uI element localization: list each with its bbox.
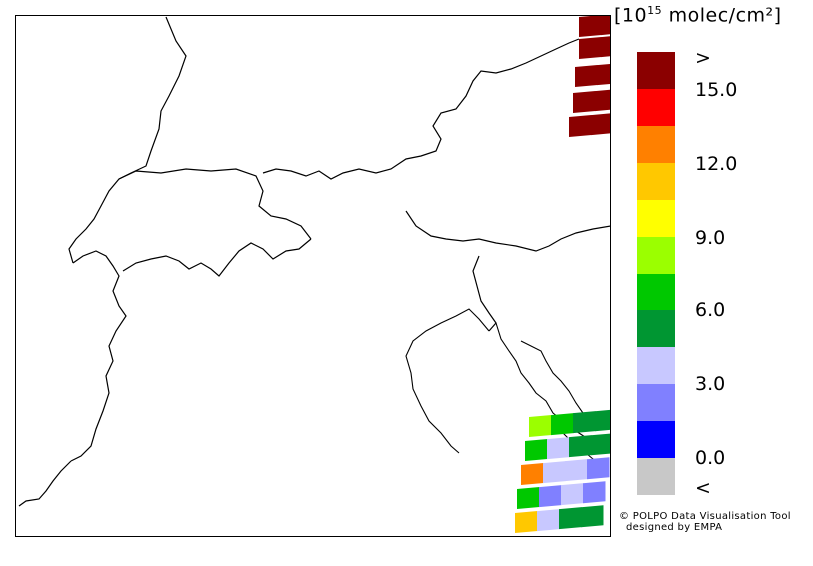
colorbar-swatch [637, 310, 675, 348]
swath-pixel [537, 509, 560, 532]
country-borders [18, 16, 610, 507]
colorbar-swatch [637, 199, 675, 238]
colorbar-tick: 6.0 [695, 299, 726, 321]
colorbar-upper-marker: > [695, 47, 711, 69]
swath-pixel [601, 35, 610, 58]
coastline [520, 340, 592, 427]
swath-pixel [575, 65, 598, 87]
map-canvas [18, 16, 610, 533]
colorbar-swatch [637, 88, 675, 127]
colorbar-tick: 15.0 [695, 79, 738, 101]
swath-pixel [561, 483, 584, 506]
colorbar-tick: 12.0 [695, 153, 738, 175]
swath-pixel [573, 411, 596, 434]
swath-pixel [521, 463, 544, 485]
swath-pixel [595, 409, 610, 432]
colorbar [637, 52, 675, 496]
colorbar-swatch [637, 421, 675, 459]
swath-pixel [579, 37, 602, 59]
swath-pixel [559, 507, 582, 530]
swath-pixel [569, 115, 592, 137]
swath-pixel [587, 457, 610, 480]
swath-pixel [515, 511, 538, 533]
credit-text: © POLPO Data Visualisation Tool designed… [619, 511, 791, 533]
credit-line-2: designed by EMPA [626, 522, 723, 533]
colorbar-swatch [637, 52, 675, 90]
swath-pixel [579, 16, 602, 37]
coastline [405, 308, 490, 454]
colorbar-tick: 0.0 [695, 447, 726, 469]
colorbar-swatch [637, 236, 675, 274]
swath-pixel [601, 16, 610, 36]
satellite-swaths [515, 16, 610, 533]
legend-title: [1015 molec/cm²] [614, 4, 782, 27]
colorbar-tick: 9.0 [695, 227, 726, 249]
swath-pixel [583, 481, 606, 504]
credit-line-1: © POLPO Data Visualisation Tool [619, 511, 791, 522]
border-line [18, 460, 72, 507]
swath-pixel [569, 435, 592, 458]
swath-pixel [543, 461, 566, 484]
swath-pixel [591, 433, 610, 456]
border-line [472, 255, 497, 332]
swath-pixel [547, 437, 570, 460]
colorbar-swatch [637, 162, 675, 201]
swath-pixel [525, 439, 548, 461]
swath-pixel [597, 63, 610, 86]
border-line [262, 38, 580, 180]
swath-pixel [551, 413, 574, 436]
swath-pixel [565, 459, 588, 482]
colorbar-lower-marker: < [695, 477, 711, 499]
swath-pixel [591, 113, 610, 136]
map-panel [15, 15, 611, 537]
border-line [118, 168, 312, 240]
colorbar-swatch [637, 273, 675, 311]
colorbar-swatch [637, 384, 675, 422]
colorbar-swatch [637, 347, 675, 385]
colorbar-swatch [637, 458, 675, 496]
border-line [405, 210, 610, 252]
colorbar-swatch [637, 125, 675, 164]
swath-pixel [595, 89, 610, 112]
border-line [68, 16, 187, 264]
swath-pixel [517, 487, 540, 509]
colorbar-tick: 3.0 [695, 373, 726, 395]
swath-pixel [539, 485, 562, 508]
swath-pixel [573, 91, 596, 113]
swath-pixel [529, 415, 552, 437]
swath-pixel [581, 505, 604, 528]
border-line [70, 250, 127, 462]
border-line [122, 238, 312, 277]
